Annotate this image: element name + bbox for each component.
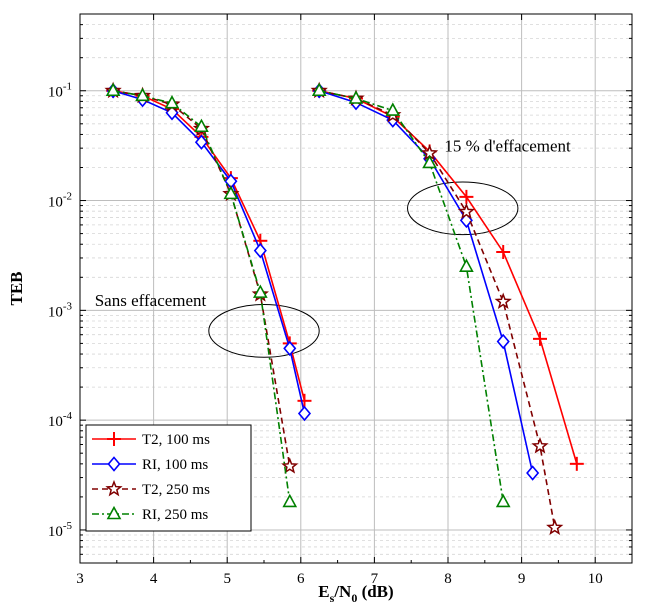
marker-part [283,340,297,357]
data-point [494,292,512,310]
data-point [496,333,510,350]
x-tick-label: 9 [518,571,526,587]
marker-part [348,90,364,104]
data-point [348,90,364,104]
x-tick-label: 7 [371,571,379,587]
y-axis-title: TEB [7,271,26,305]
marker-part [253,242,267,259]
series-ri-250-ms [105,82,511,508]
x-tick-label: 8 [444,571,452,587]
series-line [319,89,556,528]
x-tick-label: 5 [223,571,231,587]
x-axis-title-sub2: 0 [351,591,357,603]
x-tick-label: 6 [297,571,305,587]
legend: T2, 100 ms RI, 100 ms T2, 250 ms RI, 250… [85,424,252,532]
marker-part [531,437,549,454]
legend-swatch-marker [106,505,122,520]
legend-swatch-marker [107,432,121,446]
data-point [281,457,299,474]
data-point [253,242,267,259]
data-point [311,82,327,97]
data-point [282,493,298,508]
data-point [297,393,312,408]
x-tick-label: 4 [150,571,158,587]
legend-swatch-marker [107,456,121,472]
data-point [385,102,401,116]
data-point [496,244,511,259]
series-line [112,89,306,414]
marker-part [546,518,564,535]
marker-part [385,102,401,116]
data-point [495,493,511,508]
y-tick-label: 10-4 [48,410,73,430]
data-point [194,118,209,133]
legend-label-ri-250: RI, 250 ms [142,507,208,523]
marker-part [282,493,298,508]
annotation-sans-effacement: Sans effacement [95,291,207,310]
data-point [457,202,476,220]
marker-part [457,202,476,220]
data-point [569,456,584,471]
data-point [194,134,208,150]
series-line [319,89,504,503]
marker-part [135,87,150,102]
x-axis-title: Es/N0 (dB) [318,582,393,603]
data-point [526,465,540,481]
marker-part [105,82,121,97]
plot-frame [79,13,633,564]
marker-part [496,333,510,350]
axis-ticks: 3 4 5 6 7 8 9 10 10-1 10-2 10-3 10-4 10-5 [48,13,632,587]
x-tick-label: 10 [588,571,603,587]
legend-swatch-marker [105,479,123,497]
y-tick-label: 10-3 [48,300,73,320]
y-tick-label: 10-1 [48,81,72,101]
x-axis-title-sub1: s [330,591,335,603]
marker-part [252,284,268,298]
data-point [531,437,549,454]
marker-part [107,456,121,472]
marker-part [105,479,123,497]
marker-part [194,118,209,133]
legend-label-ri-100: RI, 100 ms [142,457,208,473]
marker-part [422,154,437,169]
data-series [104,81,584,535]
legend-label-t2-250: T2, 250 ms [142,482,210,498]
x-tick-label: 3 [76,571,84,587]
x-axis-title-tail: (dB) [357,582,393,601]
marker-part [281,457,299,474]
y-tick-label: 10-5 [48,520,73,540]
data-point [283,340,297,357]
x-axis-title-main: E [318,582,329,601]
data-point [459,258,474,272]
data-point [164,95,180,109]
x-axis-title-mid: /N [333,582,352,601]
data-point [105,82,121,97]
legend-label-t2-100: T2, 100 ms [142,432,210,448]
marker-part [194,134,208,150]
marker-part [459,258,474,272]
marker-part [311,82,327,97]
marker-part [106,505,122,520]
data-point [546,518,564,535]
data-point [422,154,437,169]
y-tick-label: 10-2 [48,191,72,211]
marker-part [297,405,312,422]
data-point [459,189,474,204]
data-point [135,87,150,102]
marker-part [494,292,512,310]
data-point [533,331,547,346]
annotation-ellipses [208,181,519,358]
data-point [223,185,239,200]
annotation-ellipse [208,304,320,358]
legend-swatches [92,432,136,520]
marker-part [223,185,239,200]
marker-part [495,493,511,508]
data-point [297,405,312,422]
marker-part [526,465,540,481]
annotation-ellipse [407,181,519,236]
data-point [252,284,268,298]
marker-part [164,95,180,109]
annotation-15-effacement: 15 % d'effacement [444,136,571,155]
